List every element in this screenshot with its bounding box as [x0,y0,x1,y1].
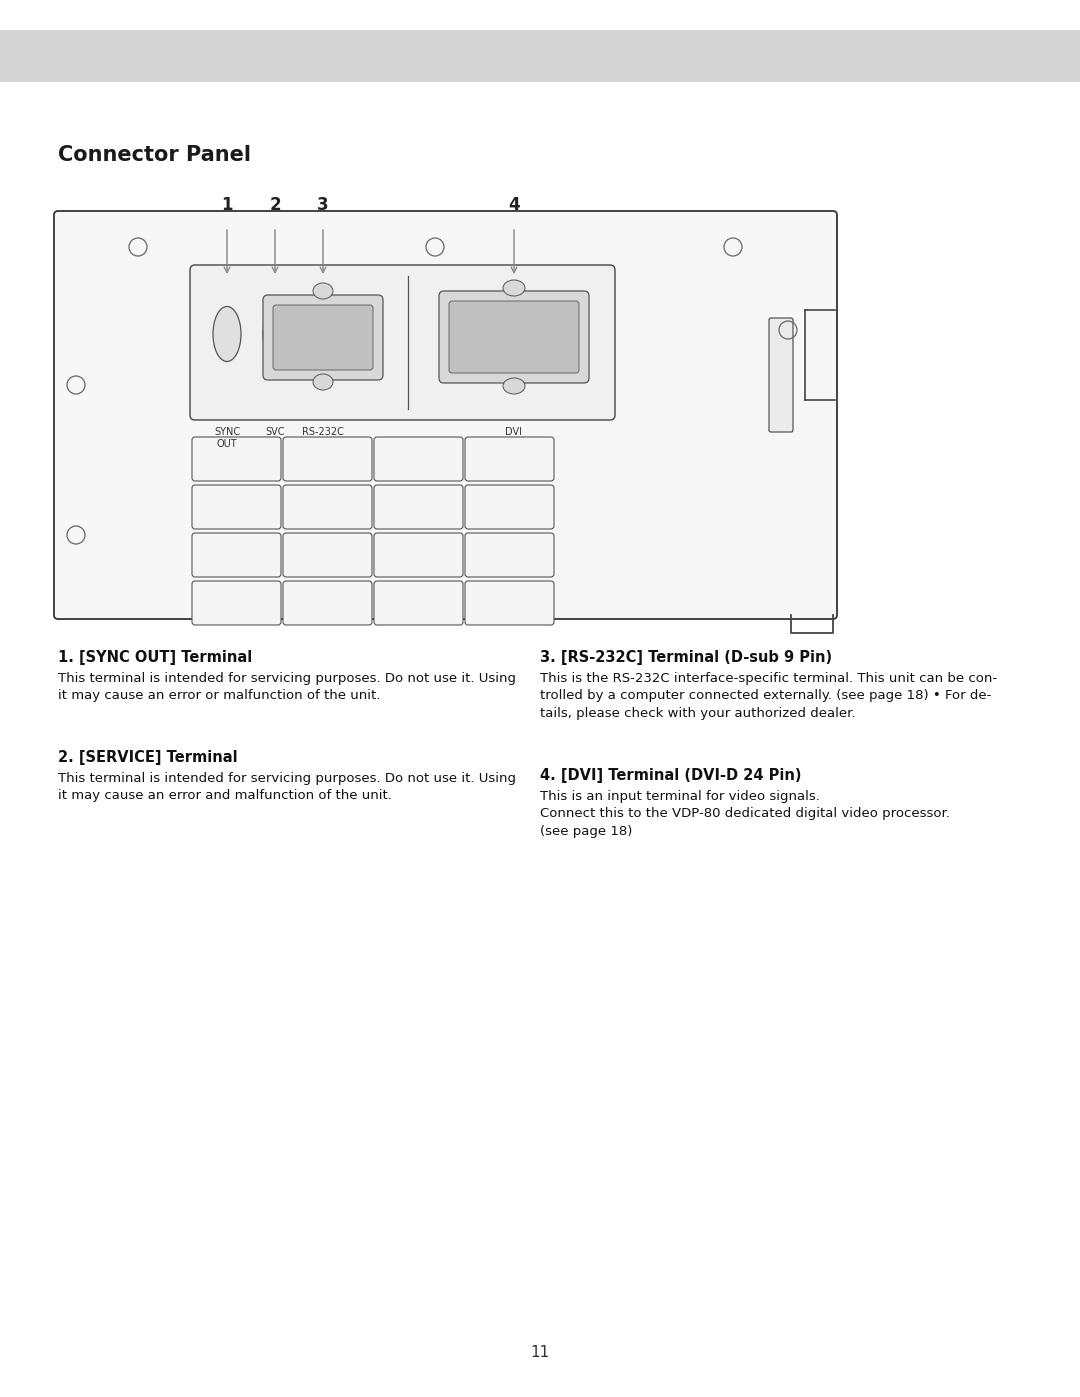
FancyBboxPatch shape [449,300,579,373]
Text: 2. [SERVICE] Terminal: 2. [SERVICE] Terminal [58,750,238,766]
Ellipse shape [313,284,333,299]
FancyBboxPatch shape [192,581,281,624]
Text: SVC: SVC [266,427,285,437]
Text: This is the RS-232C interface-specific terminal. This unit can be con-
trolled b: This is the RS-232C interface-specific t… [540,672,997,719]
FancyBboxPatch shape [374,534,463,577]
Text: 1. [SYNC OUT] Terminal: 1. [SYNC OUT] Terminal [58,650,253,665]
Bar [0,29,1080,82]
Ellipse shape [313,374,333,390]
FancyBboxPatch shape [465,437,554,481]
FancyBboxPatch shape [192,534,281,577]
Text: This terminal is intended for servicing purposes. Do not use it. Using
it may ca: This terminal is intended for servicing … [58,773,516,802]
FancyBboxPatch shape [283,534,372,577]
FancyBboxPatch shape [190,265,615,420]
Ellipse shape [503,379,525,394]
FancyBboxPatch shape [273,305,373,370]
FancyBboxPatch shape [769,319,793,432]
Ellipse shape [503,279,525,296]
FancyBboxPatch shape [374,437,463,481]
Text: DVI: DVI [505,427,523,437]
FancyBboxPatch shape [465,485,554,529]
FancyBboxPatch shape [374,485,463,529]
FancyBboxPatch shape [283,437,372,481]
Text: 3: 3 [318,196,328,214]
Text: 11: 11 [530,1345,550,1361]
Text: 4. [DVI] Terminal (DVI-D 24 Pin): 4. [DVI] Terminal (DVI-D 24 Pin) [540,768,801,782]
Ellipse shape [213,306,241,362]
FancyBboxPatch shape [192,437,281,481]
Text: Connector Panel: Connector Panel [58,145,251,165]
FancyBboxPatch shape [192,485,281,529]
Ellipse shape [264,309,287,359]
Text: SYNC
OUT: SYNC OUT [214,427,240,448]
Text: This terminal is intended for servicing purposes. Do not use it. Using
it may ca: This terminal is intended for servicing … [58,672,516,703]
FancyBboxPatch shape [264,295,383,380]
FancyBboxPatch shape [438,291,589,383]
FancyBboxPatch shape [374,581,463,624]
Text: 1: 1 [221,196,233,214]
FancyBboxPatch shape [283,485,372,529]
FancyBboxPatch shape [465,534,554,577]
Text: 3. [RS-232C] Terminal (D-sub 9 Pin): 3. [RS-232C] Terminal (D-sub 9 Pin) [540,650,832,665]
Text: 4: 4 [509,196,519,214]
FancyBboxPatch shape [54,211,837,619]
FancyBboxPatch shape [465,581,554,624]
Text: 2: 2 [269,196,281,214]
FancyBboxPatch shape [283,581,372,624]
Text: RS-232C: RS-232C [302,427,343,437]
Text: This is an input terminal for video signals.
Connect this to the VDP-80 dedicate: This is an input terminal for video sign… [540,789,950,838]
